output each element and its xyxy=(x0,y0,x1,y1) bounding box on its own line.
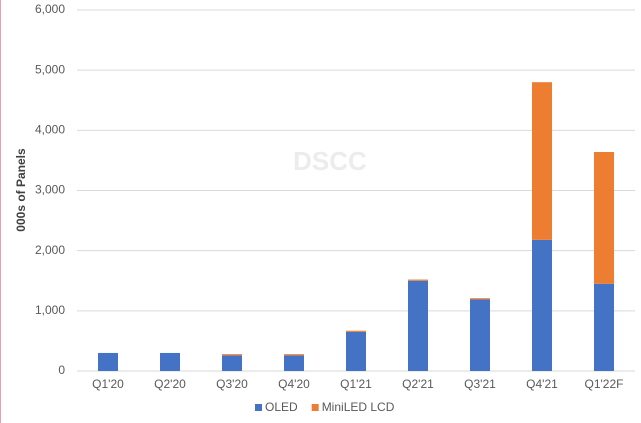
legend-swatch xyxy=(311,404,319,411)
bar-segment xyxy=(98,352,118,371)
bar-segment xyxy=(284,355,304,371)
x-tick-label: Q4'21 xyxy=(526,377,558,391)
y-tick-label: 6,000 xyxy=(35,2,65,16)
bar-segment xyxy=(594,151,614,284)
bar-segment xyxy=(222,354,242,356)
bar-segment xyxy=(532,239,552,371)
y-tick-label: 4,000 xyxy=(35,123,65,137)
bar-segment xyxy=(532,82,552,240)
x-tick-label: Q1'20 xyxy=(92,377,124,391)
legend-label: MiniLED LCD xyxy=(322,400,395,414)
watermark: DSCC xyxy=(293,146,367,176)
bar-segment xyxy=(408,279,428,281)
y-tick-label: 0 xyxy=(58,363,65,377)
bar-segment xyxy=(408,280,428,371)
bar-segment xyxy=(160,352,180,371)
y-tick-label: 5,000 xyxy=(35,62,65,76)
bar-segment xyxy=(470,299,490,371)
x-tick-label: Q2'21 xyxy=(402,377,434,391)
bar-segment xyxy=(222,355,242,371)
y-tick-label: 3,000 xyxy=(35,183,65,197)
bar-segment xyxy=(346,331,366,371)
bar-segment xyxy=(284,354,304,356)
y-tick-label: 2,000 xyxy=(35,243,65,257)
legend-swatch xyxy=(255,404,262,411)
y-axis-label: 000s of Panels xyxy=(14,148,28,232)
x-tick-label: Q1'22F xyxy=(585,377,624,391)
bar-segment xyxy=(346,330,366,332)
x-tick-label: Q3'21 xyxy=(464,377,496,391)
bar-segment xyxy=(470,298,490,300)
x-tick-label: Q4'20 xyxy=(278,377,310,391)
legend-label: OLED xyxy=(265,400,298,414)
x-tick-label: Q1'21 xyxy=(340,377,372,391)
x-tick-label: Q2'20 xyxy=(154,377,186,391)
bar-segment xyxy=(594,283,614,371)
y-tick-label: 1,000 xyxy=(35,303,65,317)
x-tick-label: Q3'20 xyxy=(216,377,248,391)
